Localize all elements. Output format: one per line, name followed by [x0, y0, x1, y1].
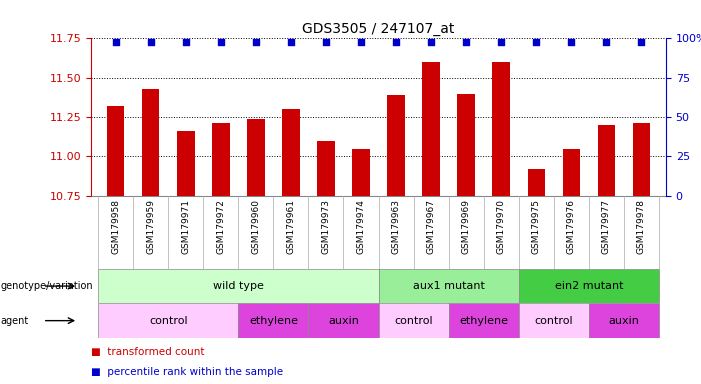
- Bar: [519, 303, 589, 338]
- Bar: [98, 303, 238, 338]
- Point: [180, 38, 191, 45]
- Point: [461, 38, 472, 45]
- Text: GSM179970: GSM179970: [497, 200, 505, 255]
- Bar: [527, 169, 545, 196]
- Bar: [449, 303, 519, 338]
- Bar: [492, 62, 510, 196]
- Point: [285, 38, 297, 45]
- Bar: [353, 149, 370, 196]
- Bar: [519, 269, 659, 303]
- Text: GSM179960: GSM179960: [252, 200, 260, 255]
- Text: aux1 mutant: aux1 mutant: [413, 281, 484, 291]
- Bar: [247, 119, 265, 196]
- Point: [531, 38, 542, 45]
- Point: [426, 38, 437, 45]
- Text: ■  percentile rank within the sample: ■ percentile rank within the sample: [91, 367, 283, 377]
- Bar: [457, 93, 475, 196]
- Text: GSM179976: GSM179976: [567, 200, 576, 255]
- Text: GSM179963: GSM179963: [392, 200, 400, 255]
- Bar: [142, 89, 160, 196]
- Text: GSM179959: GSM179959: [147, 200, 155, 255]
- Point: [250, 38, 261, 45]
- Bar: [632, 123, 650, 196]
- Point: [390, 38, 402, 45]
- Text: auxin: auxin: [328, 316, 359, 326]
- Text: control: control: [534, 316, 573, 326]
- Text: GSM179978: GSM179978: [637, 200, 646, 255]
- Point: [145, 38, 156, 45]
- Text: genotype/variation: genotype/variation: [1, 281, 93, 291]
- Bar: [387, 95, 405, 196]
- Point: [355, 38, 367, 45]
- Bar: [422, 62, 440, 196]
- Text: GSM179971: GSM179971: [182, 200, 190, 255]
- Bar: [177, 131, 195, 196]
- Text: GSM179975: GSM179975: [532, 200, 540, 255]
- Bar: [107, 106, 125, 196]
- Bar: [317, 141, 335, 196]
- Text: GSM179972: GSM179972: [217, 200, 225, 254]
- Text: GSM179958: GSM179958: [111, 200, 120, 255]
- Text: GSM179973: GSM179973: [322, 200, 330, 255]
- Text: GSM179967: GSM179967: [427, 200, 435, 255]
- Bar: [212, 123, 230, 196]
- Text: ethylene: ethylene: [249, 316, 298, 326]
- Point: [110, 38, 121, 45]
- Point: [636, 38, 647, 45]
- Text: control: control: [394, 316, 433, 326]
- Point: [601, 38, 612, 45]
- Bar: [589, 303, 659, 338]
- Point: [215, 38, 226, 45]
- Text: ethylene: ethylene: [459, 316, 508, 326]
- Bar: [597, 125, 615, 196]
- Text: GSM179974: GSM179974: [357, 200, 365, 254]
- Bar: [379, 269, 519, 303]
- Text: wild type: wild type: [213, 281, 264, 291]
- Bar: [379, 303, 449, 338]
- Bar: [98, 269, 379, 303]
- Text: GSM179977: GSM179977: [602, 200, 611, 255]
- Text: GSM179961: GSM179961: [287, 200, 295, 255]
- Text: auxin: auxin: [608, 316, 639, 326]
- Text: ein2 mutant: ein2 mutant: [554, 281, 623, 291]
- Bar: [238, 303, 308, 338]
- Title: GDS3505 / 247107_at: GDS3505 / 247107_at: [302, 22, 455, 36]
- Bar: [308, 303, 379, 338]
- Text: GSM179969: GSM179969: [462, 200, 470, 255]
- Text: ■  transformed count: ■ transformed count: [91, 347, 205, 357]
- Point: [566, 38, 577, 45]
- Point: [320, 38, 332, 45]
- Text: agent: agent: [1, 316, 29, 326]
- Text: control: control: [149, 316, 188, 326]
- Bar: [562, 149, 580, 196]
- Point: [496, 38, 507, 45]
- Bar: [282, 109, 299, 196]
